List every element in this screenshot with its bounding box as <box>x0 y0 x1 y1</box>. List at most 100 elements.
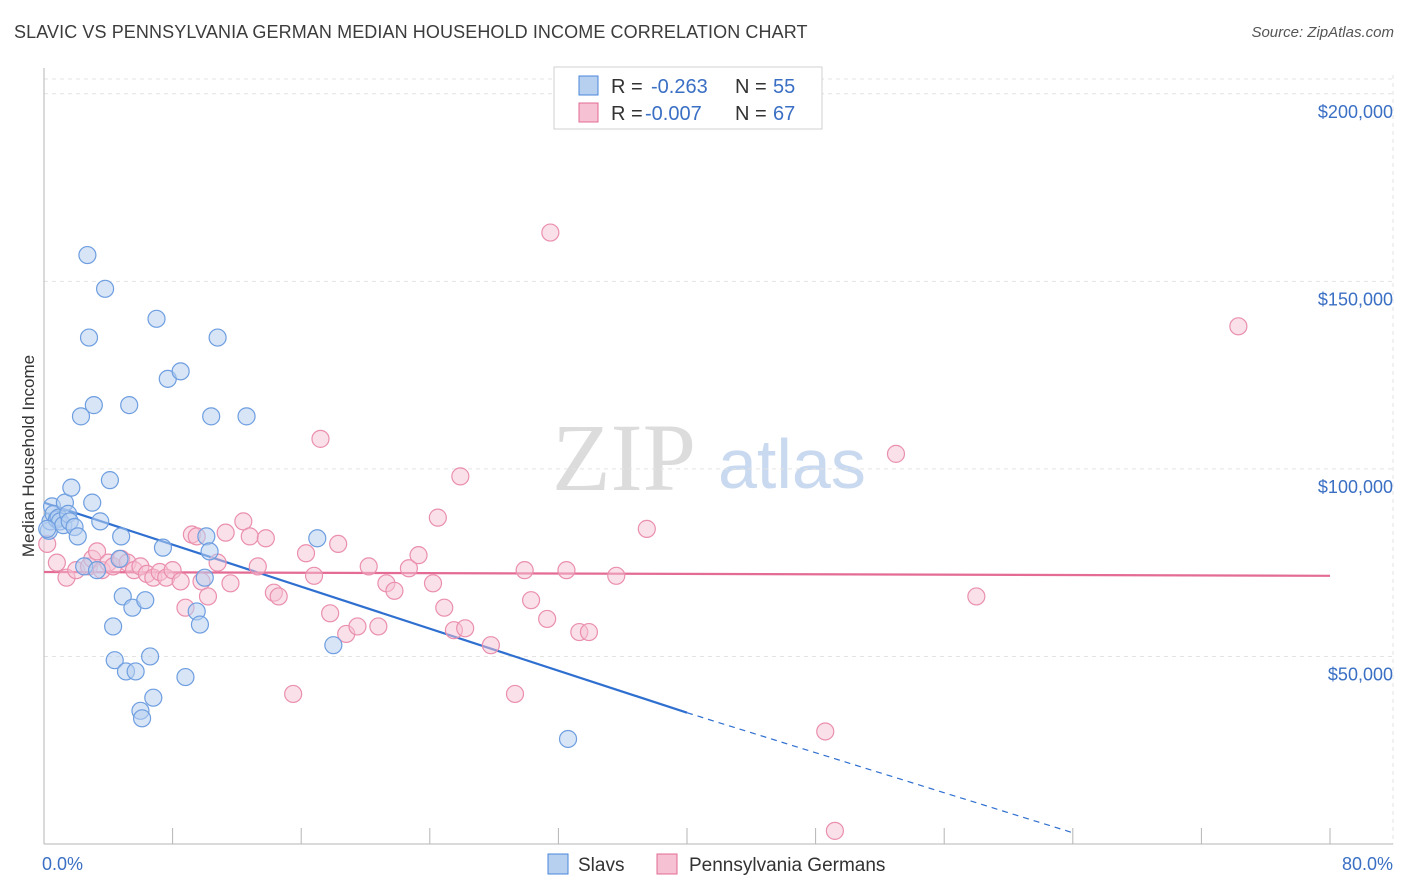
y-axis-label: Median Household Income <box>19 355 38 557</box>
point-pagermans-50 <box>435 598 454 617</box>
point-pagermans-29 <box>240 527 259 546</box>
trend-line-pagermans <box>43 570 1331 577</box>
point-slavs-47 <box>200 542 219 561</box>
point-slavs-41 <box>171 362 190 381</box>
point-slavs-26 <box>110 549 129 569</box>
point-pagermans-43 <box>369 617 388 636</box>
legend-r-value-1: -0.263 <box>651 76 708 98</box>
point-slavs-50 <box>237 407 256 426</box>
point-slavs-39 <box>153 538 173 557</box>
trend-lines <box>43 501 1331 834</box>
point-slavs-11 <box>62 478 81 497</box>
point-pagermans-37 <box>311 429 330 448</box>
point-slavs-44 <box>190 615 210 634</box>
point-pagermans-26 <box>216 523 235 542</box>
stats-legend: R = -0.263 N = 55 R = -0.007 N = 67 <box>553 66 823 130</box>
legend-n-label-1: N = <box>735 76 767 98</box>
point-slavs-37 <box>144 688 163 707</box>
point-pagermans-24 <box>198 587 218 606</box>
series-legend: Slavs Pennsylvania Germans <box>547 853 885 876</box>
point-slavs-22 <box>95 279 115 298</box>
point-slavs-34 <box>132 709 152 728</box>
point-pagermans-38 <box>321 604 340 623</box>
point-pagermans-59 <box>541 223 560 242</box>
point-pagermans-19 <box>171 572 190 591</box>
y-tick-label-3: $200,000 <box>1318 102 1393 122</box>
point-slavs-38 <box>147 309 166 328</box>
y-tick-label-1: $100,000 <box>1318 477 1393 497</box>
point-pagermans-63 <box>607 566 626 585</box>
point-pagermans-27 <box>221 574 240 593</box>
point-pagermans-62 <box>579 622 599 642</box>
legend-n-label-2: N = <box>735 103 767 125</box>
point-pagermans-58 <box>538 609 557 629</box>
point-pagermans-55 <box>505 684 525 704</box>
point-pagermans-68 <box>1229 317 1248 336</box>
point-pagermans-42 <box>359 557 378 576</box>
trend-line-slavs-extension <box>686 712 1073 834</box>
point-slavs-17 <box>79 328 99 347</box>
watermark-zip: ZIP <box>552 404 696 511</box>
point-pagermans-65 <box>825 821 844 840</box>
point-slavs-23 <box>100 471 120 490</box>
y-tick-label-0: $50,000 <box>1328 664 1393 684</box>
chart-title: SLAVIC VS PENNSYLVANIA GERMAN MEDIAN HOU… <box>14 22 808 42</box>
point-pagermans-60 <box>557 561 576 580</box>
series-legend-label-pagermans: Pennsylvania Germans <box>689 855 885 876</box>
point-pagermans-56 <box>515 561 534 580</box>
point-slavs-35 <box>136 591 155 610</box>
point-pagermans-34 <box>284 684 303 704</box>
point-slavs-27 <box>112 527 131 546</box>
stats-legend-frame <box>553 66 823 130</box>
trend-line-slavs <box>43 501 688 714</box>
axes <box>43 68 1393 845</box>
point-slavs-42 <box>176 667 195 687</box>
point-slavs-18 <box>83 493 102 512</box>
point-pagermans-39 <box>329 534 348 554</box>
point-slavs-14 <box>71 407 91 426</box>
point-pagermans-6 <box>87 542 107 561</box>
series-legend-label-slavs: Slavs <box>578 855 624 876</box>
point-pagermans-53 <box>456 619 475 638</box>
point-slavs-49 <box>208 328 227 347</box>
point-slavs-54 <box>38 519 57 538</box>
point-pagermans-28 <box>234 512 253 531</box>
point-slavs-16 <box>78 245 97 265</box>
watermark-atlas: atlas <box>718 425 866 503</box>
point-pagermans-54 <box>481 636 500 655</box>
point-slavs-21 <box>91 512 110 531</box>
point-pagermans-64 <box>637 519 656 538</box>
legend-swatch-pagermans <box>578 102 599 123</box>
point-slavs-51 <box>308 529 327 548</box>
legend-r-label-1: R = <box>611 76 643 98</box>
point-slavs-32 <box>126 662 145 681</box>
x-tick-min: 0.0% <box>42 854 83 874</box>
legend-r-label-2: R = <box>611 103 643 125</box>
point-slavs-36 <box>140 647 160 666</box>
point-pagermans-69 <box>816 722 835 741</box>
legend-n-value-1: 55 <box>773 76 795 98</box>
y-tick-labels: $50,000 $100,000 $150,000 $200,000 <box>1318 102 1393 685</box>
point-pagermans-30 <box>248 557 267 576</box>
legend-r-value-2: -0.007 <box>645 103 702 125</box>
point-pagermans-48 <box>423 574 443 593</box>
point-pagermans-47 <box>409 546 428 565</box>
legend-n-value-2: 67 <box>773 103 795 125</box>
point-slavs-30 <box>120 396 139 415</box>
point-pagermans-52 <box>451 467 470 486</box>
point-slavs-24 <box>104 617 123 636</box>
point-pagermans-67 <box>967 587 986 606</box>
point-pagermans-1 <box>47 553 66 572</box>
point-pagermans-66 <box>886 444 906 463</box>
point-pagermans-33 <box>269 587 288 606</box>
source-credit: Source: ZipAtlas.com <box>1251 24 1394 41</box>
legend-swatch-slavs <box>578 75 599 96</box>
point-slavs-52 <box>324 636 343 655</box>
point-pagermans-45 <box>385 581 404 600</box>
point-slavs-20 <box>87 561 107 580</box>
point-slavs-19 <box>84 396 103 415</box>
point-pagermans-57 <box>521 591 541 610</box>
point-pagermans-49 <box>428 508 447 527</box>
x-tick-max: 80.0% <box>1342 854 1393 874</box>
